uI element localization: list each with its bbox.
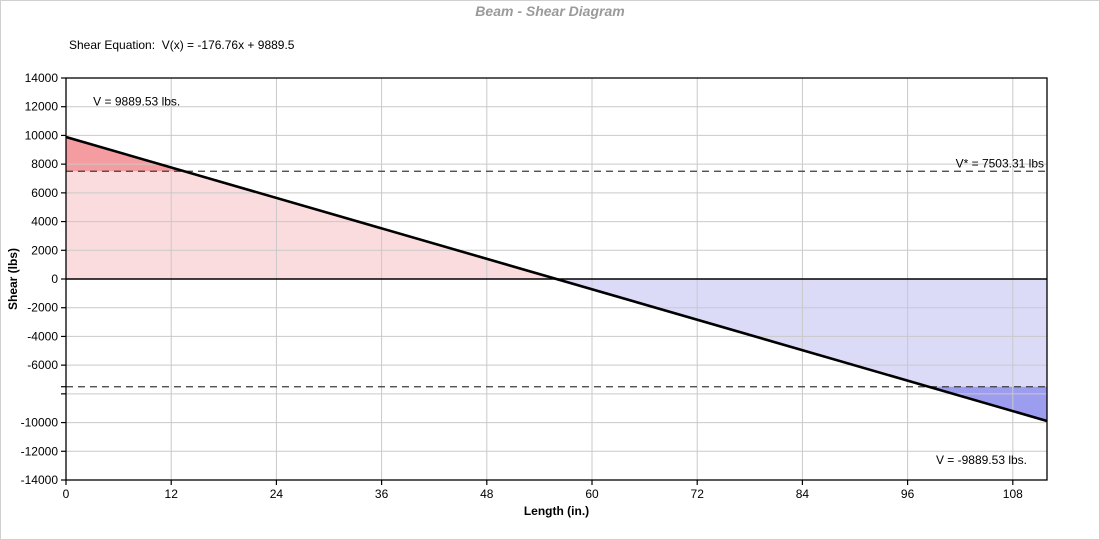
x-tick-label: 48: [480, 487, 494, 501]
shear-start-annotation: V = 9889.53 lbs.: [93, 94, 180, 108]
y-tick-label: -4000: [27, 329, 58, 343]
x-tick-label: 12: [165, 487, 179, 501]
y-tick-label: 8000: [31, 157, 58, 171]
y-tick-label: -12000: [21, 444, 59, 458]
y-tick-label: 12000: [25, 100, 59, 114]
y-tick-label: 6000: [31, 186, 58, 200]
shear-line: [65, 135, 1048, 423]
allowable-shear-annotation: V* = 7503.31 lbs: [956, 156, 1044, 170]
y-axis-title: Shear (lbs): [6, 247, 20, 311]
y-tick-label: -6000: [27, 358, 58, 372]
y-tick-label: 2000: [31, 243, 58, 257]
shear-equation-label: Shear Equation: V(x) = -176.76x + 9889.5: [69, 38, 295, 52]
y-tick-label: -14000: [21, 473, 59, 487]
x-tick-label: 0: [63, 487, 70, 501]
shear-end-annotation: V = -9889.53 lbs.: [936, 453, 1027, 467]
page-title: Beam - Shear Diagram: [475, 3, 625, 19]
y-tick-label: 14000: [25, 71, 59, 85]
x-tick-label: 72: [691, 487, 705, 501]
x-tick-label: 36: [375, 487, 389, 501]
x-tick-label: 84: [796, 487, 810, 501]
y-tick-label: -2000: [27, 301, 58, 315]
x-tick-label: 24: [270, 487, 284, 501]
x-tick-label: 96: [901, 487, 915, 501]
y-tick-label: 0: [51, 272, 58, 286]
x-axis-title: Length (in.): [523, 504, 590, 518]
y-tick-label: 10000: [25, 128, 59, 142]
y-tick-label: -10000: [21, 416, 59, 430]
x-tick-label: 60: [585, 487, 599, 501]
y-tick-label: 4000: [31, 215, 58, 229]
x-tick-label: 108: [1003, 487, 1023, 501]
